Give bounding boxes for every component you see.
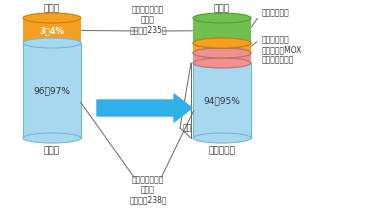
Text: 核分裂しにくい
ウラン
（ウラン238）: 核分裂しにくい ウラン （ウラン238）	[129, 175, 167, 205]
Ellipse shape	[193, 58, 251, 68]
Text: 発電前: 発電前	[44, 4, 60, 13]
Text: 使用済燃料: 使用済燃料	[208, 146, 236, 155]
Ellipse shape	[23, 13, 81, 23]
Text: 新燃料: 新燃料	[44, 146, 60, 155]
Ellipse shape	[193, 38, 251, 48]
Bar	[193, 53, 251, 63]
Ellipse shape	[193, 13, 251, 23]
Text: プルトニウム
（回収してMOX
　燃料を作る）: プルトニウム （回収してMOX 燃料を作る）	[262, 35, 302, 65]
Bar	[193, 63, 251, 138]
Ellipse shape	[193, 48, 251, 58]
Text: 96～97%: 96～97%	[33, 86, 70, 95]
Text: 3～4%: 3～4%	[211, 26, 233, 35]
Text: 核分裂生成物: 核分裂生成物	[262, 8, 290, 17]
Bar	[193, 43, 251, 53]
Text: 資源: 資源	[183, 123, 192, 133]
Text: 3～4%: 3～4%	[40, 26, 65, 35]
Ellipse shape	[23, 38, 81, 48]
Bar	[23, 18, 81, 43]
Ellipse shape	[193, 48, 251, 58]
Text: 1%: 1%	[215, 54, 228, 62]
Text: 1%: 1%	[215, 43, 228, 53]
Text: 発電後: 発電後	[214, 4, 230, 13]
Polygon shape	[97, 94, 192, 122]
Ellipse shape	[193, 133, 251, 143]
Ellipse shape	[23, 133, 81, 143]
Text: 94～95%: 94～95%	[204, 96, 240, 105]
Bar	[23, 43, 81, 138]
Text: 核分裂しやすい
ウラン
（ウラン235）: 核分裂しやすい ウラン （ウラン235）	[129, 5, 167, 35]
Ellipse shape	[193, 38, 251, 48]
Bar	[193, 18, 251, 43]
